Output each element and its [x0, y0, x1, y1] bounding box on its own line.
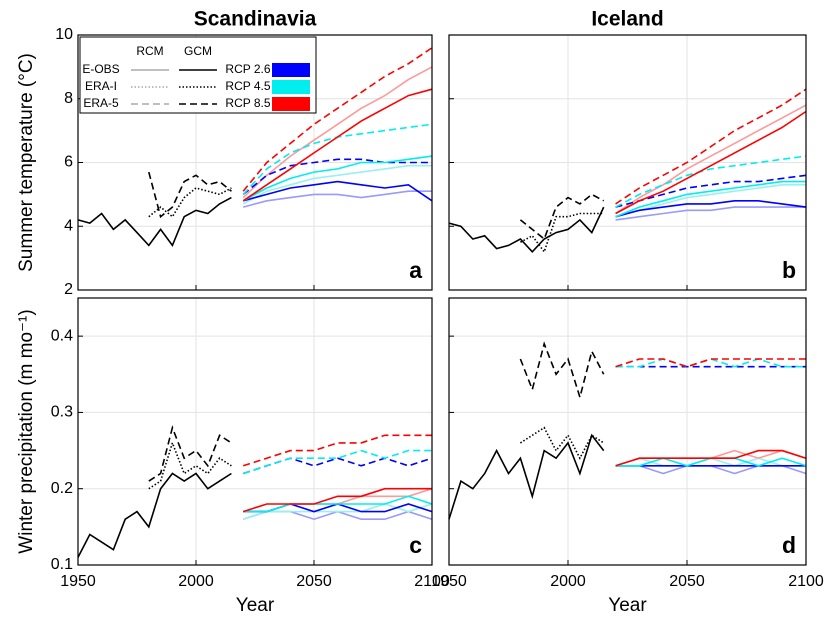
- plot-frame: [448, 34, 807, 291]
- x-tick-label: 1950: [431, 573, 467, 590]
- series-line: [615, 206, 806, 221]
- y-tick-label: 8: [64, 90, 73, 107]
- series-line: [242, 180, 433, 202]
- series-line: [615, 155, 807, 208]
- legend-column-label: RCM: [136, 44, 163, 58]
- series-line: [519, 426, 605, 460]
- x-tick-label: 2050: [296, 573, 332, 590]
- legend-swatch: [272, 63, 310, 77]
- plot-frame: [77, 34, 433, 291]
- panel-label: b: [782, 257, 796, 283]
- series-line: [242, 503, 433, 520]
- panel-label: c: [409, 532, 422, 558]
- plot-area: [449, 298, 806, 565]
- y-tick-label: 10: [55, 26, 73, 43]
- panel: 1950 2000 2050 2100 d Year: [431, 297, 824, 616]
- legend-row-label: E-OBS: [82, 62, 119, 76]
- panel-label: a: [409, 257, 422, 283]
- y-tick-label: 0.1: [51, 556, 73, 573]
- series-line: [448, 433, 605, 520]
- x-axis-label: Year: [236, 595, 275, 616]
- x-tick-label: 2000: [178, 573, 214, 590]
- series-line: [448, 206, 605, 253]
- legend-column-label: GCM: [184, 44, 212, 58]
- y-tick-label: 6: [64, 154, 73, 171]
- x-tick-label: 1950: [60, 573, 96, 590]
- series-line: [77, 472, 232, 558]
- x-tick-label: 2100: [414, 573, 450, 590]
- legend-label: RCP 8.5: [225, 96, 270, 110]
- series-line: [242, 88, 433, 202]
- plot-area: [78, 298, 432, 565]
- panel: 2 4 6 8 10 Scandinavia a Summer temperature (°C…: [16, 8, 433, 298]
- x-tick-label: 2050: [669, 573, 705, 590]
- series-line: [615, 104, 807, 215]
- series-line: [242, 47, 433, 192]
- legend-row-label: ERA-I: [85, 79, 117, 93]
- y-tick-label: 0.3: [51, 404, 73, 421]
- y-tick-label: 2: [64, 281, 73, 298]
- legend-label: RCP 2.6: [225, 62, 270, 76]
- legend-label: RCP 4.5: [225, 79, 270, 93]
- y-axis-label: Winter precipitation (m mo⁻¹): [16, 309, 37, 553]
- series-line: [615, 358, 806, 368]
- panel-label: d: [782, 532, 796, 558]
- series-line: [519, 341, 605, 401]
- legend-swatch: [272, 97, 310, 111]
- x-tick-label: 2100: [788, 573, 824, 590]
- series-line: [519, 193, 605, 241]
- panel: 1950 2000 2050 2100 0.1 0.2 0.3 0.4 c Year Winter …: [16, 297, 450, 616]
- y-tick-label: 4: [64, 217, 73, 234]
- series-line: [615, 110, 807, 215]
- y-tick-label: 0.2: [51, 480, 73, 497]
- panel-title: Iceland: [591, 8, 663, 31]
- series-line: [242, 434, 432, 467]
- series-line: [615, 184, 806, 218]
- series-line: [242, 155, 433, 202]
- series-line: [615, 449, 807, 467]
- series-line: [242, 190, 432, 208]
- series-line: [242, 449, 432, 475]
- series-line: [242, 66, 433, 199]
- series-line: [242, 164, 432, 205]
- legend-swatch: [272, 80, 310, 94]
- y-tick-label: 0.4: [51, 327, 73, 344]
- series-line: [148, 425, 232, 482]
- legend-row-label: ERA-5: [83, 96, 119, 110]
- x-tick-label: 2000: [550, 573, 586, 590]
- panel-title: Scandinavia: [194, 8, 317, 31]
- series-line: [615, 200, 807, 218]
- plot-frame: [448, 297, 807, 566]
- series-line: [615, 88, 807, 205]
- panel: Iceland b: [448, 8, 807, 291]
- series-line: [242, 487, 432, 513]
- series-line: [615, 180, 806, 218]
- x-axis-label: Year: [608, 595, 647, 616]
- series-line: [77, 196, 232, 248]
- y-axis-label: Summer temperature (°C): [16, 53, 37, 272]
- series-line: [242, 158, 432, 196]
- plot-frame: [77, 297, 433, 566]
- series-line: [148, 171, 232, 219]
- series-line: [243, 495, 433, 513]
- series-line: [148, 187, 232, 218]
